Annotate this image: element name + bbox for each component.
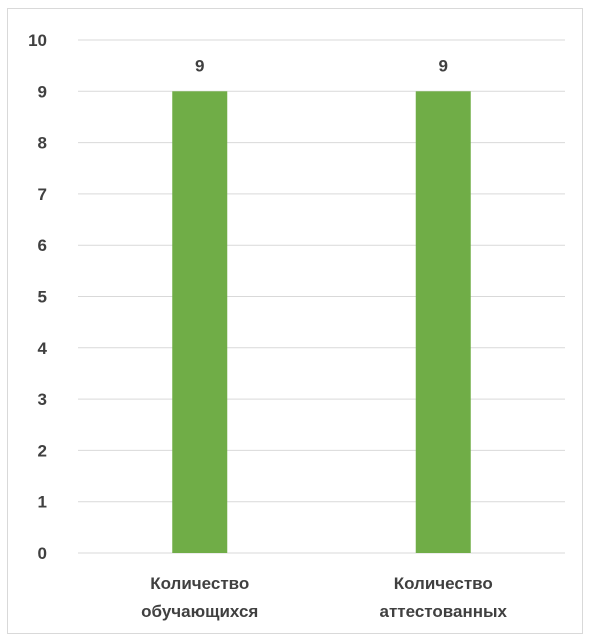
x-axis-categories: Количество обучающихся Количество аттестова…: [141, 574, 507, 621]
y-tick-label: 4: [38, 339, 48, 358]
y-tick-label: 7: [38, 185, 47, 204]
y-tick-label: 6: [38, 236, 47, 255]
gridlines: [78, 39, 565, 554]
y-tick-label: 5: [38, 288, 47, 307]
y-tick-label: 9: [38, 82, 47, 101]
category-label: Количество обучающихся: [141, 574, 258, 621]
y-tick-label: 3: [38, 390, 47, 409]
bars: [172, 91, 471, 554]
y-axis-ticks: 0 1 2 3 4 5 6 7 8 9 10: [28, 31, 47, 563]
y-tick-label: 2: [38, 441, 47, 460]
y-tick-label: 10: [28, 31, 47, 50]
y-tick-label: 8: [38, 134, 47, 153]
y-tick-label: 1: [38, 493, 47, 512]
bar: [415, 91, 471, 554]
category-label: Количество аттестованных: [380, 574, 508, 621]
y-tick-label: 0: [38, 544, 47, 563]
bar: [172, 91, 228, 554]
data-label: 9: [195, 56, 204, 75]
chart-frame: [7, 8, 583, 634]
data-label: 9: [439, 56, 448, 75]
